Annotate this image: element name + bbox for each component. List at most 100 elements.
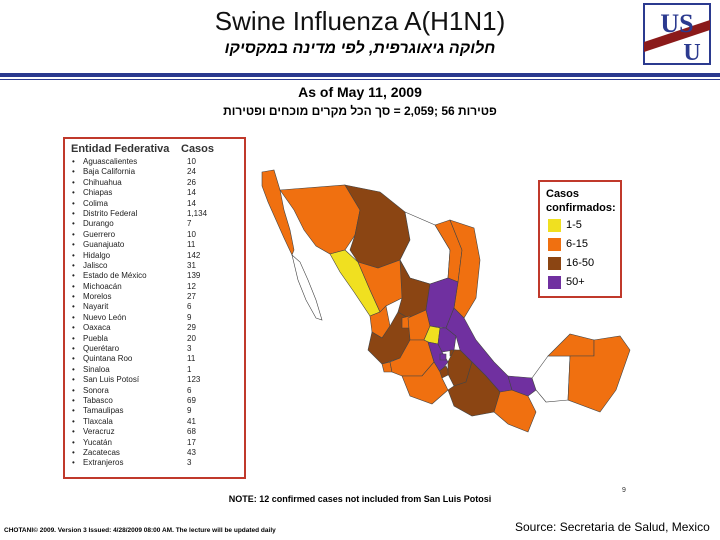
- case-count: 11: [187, 354, 196, 364]
- bullet-icon: •: [72, 375, 75, 385]
- state-name: San Luis Potosí: [83, 375, 140, 385]
- bullet-icon: •: [72, 427, 75, 437]
- table-row: • Chihuahua 26: [71, 178, 238, 188]
- case-count: 43: [187, 447, 196, 457]
- table-row: • Zacatecas 43: [71, 448, 238, 458]
- svg-text:US: US: [660, 9, 693, 38]
- state-name: Sinaloa: [83, 364, 110, 374]
- table-row: • Querétaro 3: [71, 344, 238, 354]
- table-row: • Michoacán 12: [71, 282, 238, 292]
- case-count: 24: [187, 167, 196, 177]
- table-row: • Nuevo León 9: [71, 313, 238, 323]
- case-count: 12: [187, 281, 196, 291]
- legend-label: 16-50: [566, 257, 595, 269]
- case-count: 3: [187, 458, 192, 468]
- usu-logo-icon: US U: [643, 3, 711, 66]
- state-name: Jalisco: [83, 260, 108, 270]
- legend-items: 1-5 6-15 16-50 50+: [546, 217, 620, 291]
- bullet-icon: •: [72, 292, 75, 302]
- state-name: Guanajuato: [83, 240, 125, 250]
- bullet-icon: •: [72, 177, 75, 187]
- case-count: 20: [187, 333, 196, 343]
- bullet-icon: •: [72, 447, 75, 457]
- case-count: 3: [187, 344, 192, 354]
- case-count: 14: [187, 188, 196, 198]
- state-name: Oaxaca: [83, 323, 111, 333]
- slide-title: Swine Influenza A(H1N1): [214, 6, 506, 36]
- state-name: Distrito Federal: [83, 208, 138, 218]
- state-name: Quintana Roo: [83, 354, 133, 364]
- bullet-icon: •: [72, 240, 75, 250]
- state-distrito-federal: [439, 353, 447, 361]
- case-count: 1: [187, 364, 192, 374]
- state-name: Nuevo León: [83, 312, 127, 322]
- state-name: Sonora: [83, 385, 109, 395]
- state-campeche: [531, 355, 571, 403]
- state-chiapas: [493, 389, 537, 433]
- bullet-icon: •: [72, 395, 75, 405]
- bullet-icon: •: [72, 458, 75, 468]
- as-of-date: As of May 11, 2009: [298, 84, 422, 100]
- table-row: • Chiapas 14: [71, 188, 238, 198]
- legend-label: 6-15: [566, 238, 589, 250]
- header-rule-thin: [0, 79, 720, 80]
- table-row: • Veracruz 68: [71, 427, 238, 437]
- state-name: Estado de México: [83, 271, 147, 281]
- total-cases-line: פטירות 56 ;2,059 = סך הכל מקרים מוכחים ו…: [223, 104, 497, 118]
- case-count: 17: [187, 437, 196, 447]
- table-row: • Aguascalientes 10: [71, 157, 238, 167]
- bullet-icon: •: [72, 188, 75, 198]
- bullet-icon: •: [72, 157, 75, 166]
- table-row: • Jalisco 31: [71, 261, 238, 271]
- state-name: Tabasco: [83, 395, 113, 405]
- mexico-map: [261, 169, 631, 433]
- table-row: • Baja California 24: [71, 167, 238, 177]
- state-name: Chiapas: [83, 188, 113, 198]
- legend-label: 50+: [566, 276, 585, 288]
- case-count: 9: [187, 312, 192, 322]
- state-name: Aguascalientes: [83, 157, 138, 166]
- svg-text:U: U: [683, 40, 700, 66]
- case-count: 41: [187, 416, 196, 426]
- case-count: 142: [187, 250, 201, 260]
- state-name: Tlaxcala: [83, 416, 113, 426]
- copyright-footer: CHOTANI© 2009. Version 3 Issued: 4/28/20…: [4, 527, 276, 534]
- table-rows: • Aguascalientes 10 • Baja California 24 • Chih…: [71, 157, 238, 469]
- state-name: Querétaro: [83, 344, 120, 354]
- state-yucatan: [547, 333, 595, 357]
- table-row: • Estado de México 139: [71, 271, 238, 281]
- bullet-icon: •: [72, 229, 75, 239]
- state-name: Nayarit: [83, 302, 109, 312]
- case-count: 68: [187, 427, 196, 437]
- bullet-icon: •: [72, 344, 75, 354]
- bullet-icon: •: [72, 416, 75, 426]
- legend-item: 16-50: [546, 255, 620, 272]
- bullet-icon: •: [72, 364, 75, 374]
- state-name: Zacatecas: [83, 447, 120, 457]
- bullet-icon: •: [72, 406, 75, 416]
- slide-subtitle: חלוקה גיאוגרפית, לפי מדינה במקסיקו: [224, 40, 496, 57]
- table-row: • San Luis Potosí 123: [71, 375, 238, 385]
- case-count: 123: [187, 375, 201, 385]
- case-count: 10: [187, 229, 196, 239]
- bullet-icon: •: [72, 260, 75, 270]
- table-row: • Puebla 20: [71, 334, 238, 344]
- footnote: NOTE: 12 confirmed cases not included fr…: [228, 494, 492, 504]
- case-count: 14: [187, 198, 196, 208]
- bullet-icon: •: [72, 271, 75, 281]
- state-baja-california-sur: [291, 254, 323, 321]
- bullet-icon: •: [72, 208, 75, 218]
- case-count: 10: [187, 157, 196, 166]
- bullet-icon: •: [72, 323, 75, 333]
- source-footer: Source: Secretaria de Salud, Mexico: [515, 520, 710, 534]
- legend-swatch: [548, 276, 561, 289]
- state-tabasco: [507, 375, 537, 397]
- bullet-icon: •: [72, 437, 75, 447]
- case-count: 11: [187, 240, 196, 250]
- header-rule: [0, 73, 720, 77]
- table-row: • Yucatán 17: [71, 438, 238, 448]
- state-name: Hidalgo: [83, 250, 111, 260]
- state-name: Michoacán: [83, 281, 122, 291]
- case-count: 9: [187, 406, 192, 416]
- legend-title: Casos confirmados:: [546, 188, 616, 214]
